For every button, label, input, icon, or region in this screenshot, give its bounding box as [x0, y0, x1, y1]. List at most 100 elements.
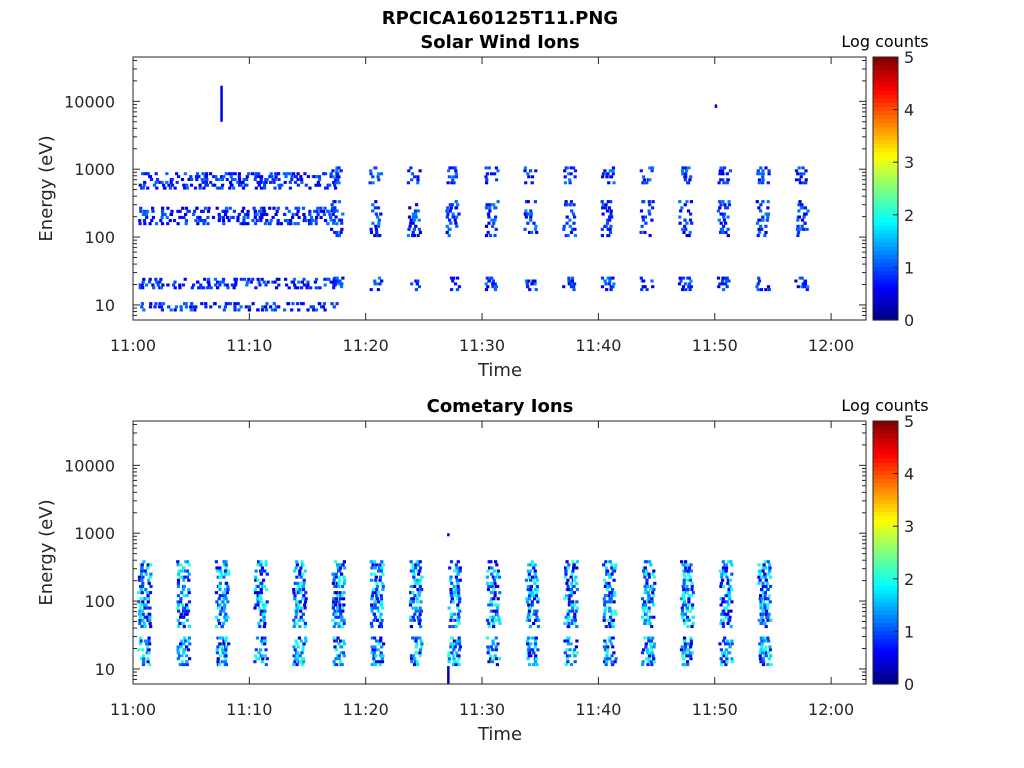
heatmap-cell	[329, 172, 333, 176]
heatmap-cell	[379, 575, 383, 579]
heatmap-cell	[340, 227, 344, 231]
heatmap-cell	[572, 563, 576, 567]
colorbar-segment	[873, 151, 898, 157]
heatmap-cell	[683, 178, 687, 182]
heatmap-cell	[260, 566, 264, 570]
heatmap-cell	[763, 575, 768, 579]
colorbar-segment	[873, 577, 898, 582]
heatmap-cell	[454, 172, 458, 176]
heatmap-cell	[566, 609, 570, 613]
heatmap-cell	[337, 200, 341, 204]
heatmap-cell	[798, 181, 802, 185]
heatmap-cell	[571, 606, 575, 610]
heatmap-cell	[271, 178, 275, 181]
heatmap-cell	[680, 612, 684, 616]
heatmap-cell	[184, 206, 189, 210]
heatmap-cell	[604, 606, 608, 610]
heatmap-cell	[527, 575, 531, 579]
heatmap-cell	[612, 181, 616, 185]
heatmap-cell	[182, 566, 186, 570]
heatmap-cell	[569, 594, 573, 598]
heatmap-cell	[332, 286, 336, 290]
heatmap-cell	[418, 618, 422, 622]
heatmap-cell	[297, 581, 301, 585]
heatmap-cell	[185, 183, 189, 187]
heatmap-cell	[682, 230, 686, 234]
heatmap-cell	[411, 221, 415, 225]
heatmap-cell	[646, 615, 650, 619]
heatmap-cell	[416, 663, 420, 667]
heatmap-cell	[497, 575, 502, 579]
heatmap-cell	[647, 572, 651, 576]
heatmap-cell	[341, 606, 345, 610]
heatmap-cell	[602, 615, 606, 619]
heatmap-cell	[612, 591, 617, 595]
heatmap-cell	[194, 305, 198, 309]
heatmap-cell	[648, 642, 653, 646]
heatmap-cell	[410, 657, 414, 661]
heatmap-cell	[377, 221, 381, 225]
heatmap-cell	[526, 172, 530, 176]
colorbar-segment	[873, 122, 898, 128]
heatmap-cell	[148, 612, 152, 616]
heatmap-cell	[277, 305, 281, 309]
heatmap-cell	[686, 181, 691, 185]
heatmap-cell	[335, 169, 339, 173]
heatmap-cell	[258, 648, 263, 652]
heatmap-cell	[182, 615, 186, 619]
heatmap-cell	[143, 569, 147, 573]
heatmap-cell	[490, 660, 495, 664]
heatmap-cell	[526, 639, 530, 643]
heatmap-cell	[683, 642, 687, 646]
heatmap-cell	[800, 218, 805, 222]
heatmap-cell	[645, 657, 649, 661]
heatmap-cell	[298, 625, 302, 629]
heatmap-cell	[756, 288, 760, 292]
heatmap-cell	[185, 603, 189, 607]
heatmap-cell	[379, 612, 383, 616]
heatmap-cell	[337, 600, 341, 604]
x-tick-label: 11:00	[110, 700, 156, 719]
heatmap-cell	[262, 584, 266, 588]
heatmap-cell	[338, 279, 342, 283]
heatmap-cell	[186, 639, 190, 643]
heatmap-cell	[610, 594, 614, 598]
heatmap-cell	[145, 209, 150, 213]
heatmap-cell	[315, 209, 319, 213]
heatmap-cell	[179, 308, 183, 312]
heatmap-cell	[447, 654, 451, 658]
heatmap-cell	[603, 600, 607, 604]
heatmap-cell	[293, 569, 297, 573]
heatmap-cell	[569, 642, 573, 646]
heatmap-cell	[340, 618, 344, 622]
heatmap-cell	[644, 612, 648, 616]
heatmap-cell	[371, 203, 375, 207]
heatmap-cell	[225, 591, 229, 595]
heatmap-cell	[495, 663, 499, 667]
heatmap-cell	[647, 609, 651, 613]
heatmap-cell	[601, 212, 605, 216]
heatmap-cell	[293, 581, 297, 585]
heatmap-cell	[209, 180, 213, 184]
heatmap-cell	[494, 645, 498, 649]
heatmap-cell	[237, 175, 241, 179]
heatmap-cell	[492, 221, 496, 225]
heatmap-cell	[342, 560, 346, 564]
heatmap-cell	[189, 308, 193, 312]
heatmap-cell	[450, 636, 454, 640]
heatmap-cell	[138, 283, 142, 287]
heatmap-cell	[419, 625, 423, 629]
heatmap-cell	[573, 169, 578, 173]
heatmap-cell	[177, 572, 181, 576]
heatmap-cell	[177, 175, 181, 179]
heatmap-cell	[686, 209, 691, 213]
heatmap-cell	[720, 572, 724, 576]
heatmap-cell	[227, 642, 231, 646]
heatmap-cell	[758, 657, 763, 661]
heatmap-cell	[537, 618, 541, 622]
heatmap-cell	[490, 618, 494, 622]
colorbar-segment	[873, 65, 898, 70]
cometary-ions-y-axis-label: Energy (eV)	[36, 499, 57, 605]
heatmap-cell	[338, 606, 343, 610]
